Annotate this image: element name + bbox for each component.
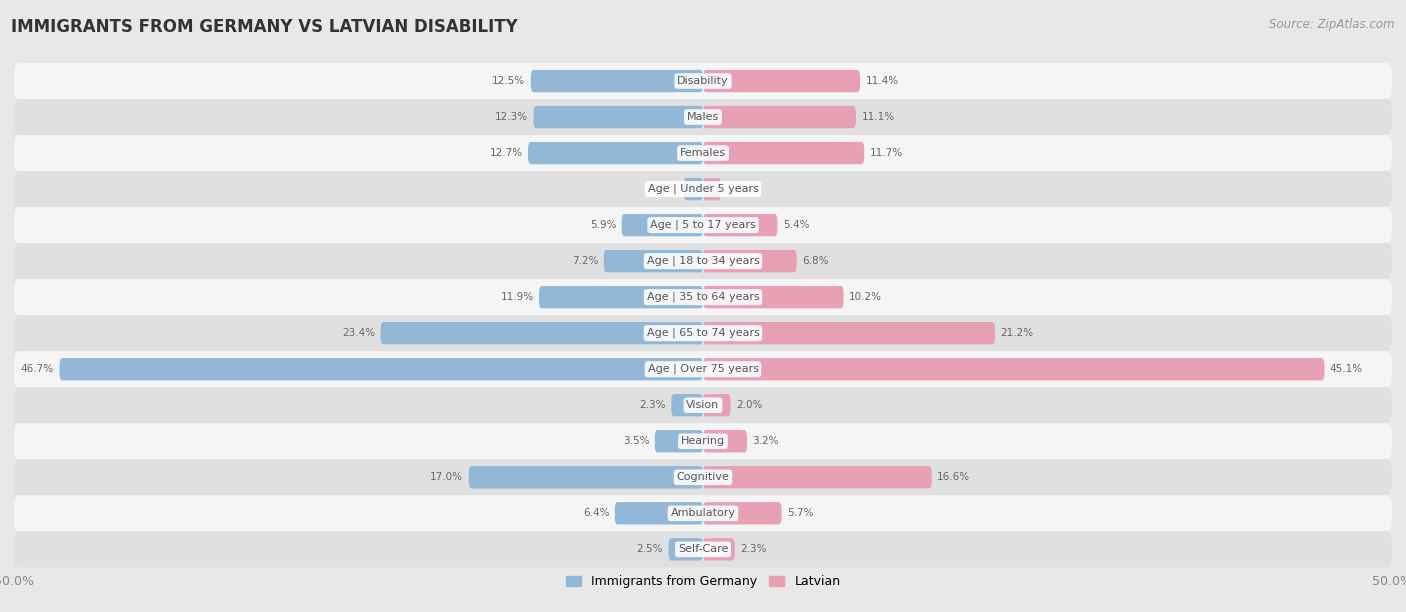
Text: Age | 35 to 64 years: Age | 35 to 64 years [647,292,759,302]
FancyBboxPatch shape [703,214,778,236]
FancyBboxPatch shape [703,286,844,308]
Text: 1.3%: 1.3% [727,184,754,194]
Text: 1.4%: 1.4% [652,184,678,194]
FancyBboxPatch shape [703,142,865,164]
Text: Cognitive: Cognitive [676,472,730,482]
FancyBboxPatch shape [381,322,703,345]
Text: 11.7%: 11.7% [870,148,903,158]
Text: 2.0%: 2.0% [737,400,762,410]
Text: Age | 5 to 17 years: Age | 5 to 17 years [650,220,756,230]
Text: Source: ZipAtlas.com: Source: ZipAtlas.com [1270,18,1395,31]
Text: 5.9%: 5.9% [589,220,616,230]
FancyBboxPatch shape [531,70,703,92]
FancyBboxPatch shape [14,99,1392,135]
Text: 12.3%: 12.3% [495,112,529,122]
Text: 11.9%: 11.9% [501,292,533,302]
Text: Males: Males [688,112,718,122]
Text: 11.4%: 11.4% [866,76,898,86]
Text: 17.0%: 17.0% [430,472,463,482]
FancyBboxPatch shape [621,214,703,236]
Text: Age | 65 to 74 years: Age | 65 to 74 years [647,328,759,338]
FancyBboxPatch shape [468,466,703,488]
FancyBboxPatch shape [703,466,932,488]
Text: 12.7%: 12.7% [489,148,523,158]
Text: 46.7%: 46.7% [21,364,53,374]
FancyBboxPatch shape [703,430,747,452]
FancyBboxPatch shape [14,135,1392,171]
Text: Age | Under 5 years: Age | Under 5 years [648,184,758,195]
FancyBboxPatch shape [703,106,856,128]
FancyBboxPatch shape [603,250,703,272]
Text: 6.8%: 6.8% [803,256,828,266]
Text: Disability: Disability [678,76,728,86]
FancyBboxPatch shape [703,322,995,345]
FancyBboxPatch shape [671,394,703,416]
Text: Females: Females [681,148,725,158]
Text: 10.2%: 10.2% [849,292,882,302]
FancyBboxPatch shape [59,358,703,381]
FancyBboxPatch shape [14,351,1392,387]
Text: Hearing: Hearing [681,436,725,446]
FancyBboxPatch shape [683,178,703,200]
Text: 3.2%: 3.2% [752,436,779,446]
FancyBboxPatch shape [703,70,860,92]
Text: 12.5%: 12.5% [492,76,526,86]
Text: 16.6%: 16.6% [938,472,970,482]
Text: 3.5%: 3.5% [623,436,650,446]
FancyBboxPatch shape [703,538,735,561]
FancyBboxPatch shape [703,502,782,524]
FancyBboxPatch shape [14,531,1392,567]
Text: Age | 18 to 34 years: Age | 18 to 34 years [647,256,759,266]
Text: IMMIGRANTS FROM GERMANY VS LATVIAN DISABILITY: IMMIGRANTS FROM GERMANY VS LATVIAN DISAB… [11,18,517,36]
FancyBboxPatch shape [14,315,1392,351]
Text: 5.4%: 5.4% [783,220,810,230]
FancyBboxPatch shape [703,394,731,416]
Text: 2.3%: 2.3% [740,544,766,554]
FancyBboxPatch shape [703,358,1324,381]
Text: 11.1%: 11.1% [862,112,894,122]
Legend: Immigrants from Germany, Latvian: Immigrants from Germany, Latvian [561,570,845,594]
FancyBboxPatch shape [14,279,1392,315]
FancyBboxPatch shape [529,142,703,164]
FancyBboxPatch shape [14,243,1392,279]
FancyBboxPatch shape [614,502,703,524]
Text: 2.3%: 2.3% [640,400,666,410]
Text: 45.1%: 45.1% [1330,364,1362,374]
FancyBboxPatch shape [703,250,797,272]
FancyBboxPatch shape [14,459,1392,495]
FancyBboxPatch shape [14,63,1392,99]
Text: 7.2%: 7.2% [572,256,599,266]
Text: 21.2%: 21.2% [1001,328,1033,338]
FancyBboxPatch shape [14,424,1392,459]
FancyBboxPatch shape [14,207,1392,243]
Text: Ambulatory: Ambulatory [671,509,735,518]
Text: Age | Over 75 years: Age | Over 75 years [648,364,758,375]
FancyBboxPatch shape [14,171,1392,207]
Text: 2.5%: 2.5% [637,544,664,554]
Text: Vision: Vision [686,400,720,410]
FancyBboxPatch shape [669,538,703,561]
FancyBboxPatch shape [538,286,703,308]
FancyBboxPatch shape [14,387,1392,424]
Text: Self-Care: Self-Care [678,544,728,554]
FancyBboxPatch shape [14,495,1392,531]
FancyBboxPatch shape [655,430,703,452]
FancyBboxPatch shape [533,106,703,128]
FancyBboxPatch shape [703,178,721,200]
Text: 5.7%: 5.7% [787,509,814,518]
Text: 23.4%: 23.4% [342,328,375,338]
Text: 6.4%: 6.4% [583,509,609,518]
